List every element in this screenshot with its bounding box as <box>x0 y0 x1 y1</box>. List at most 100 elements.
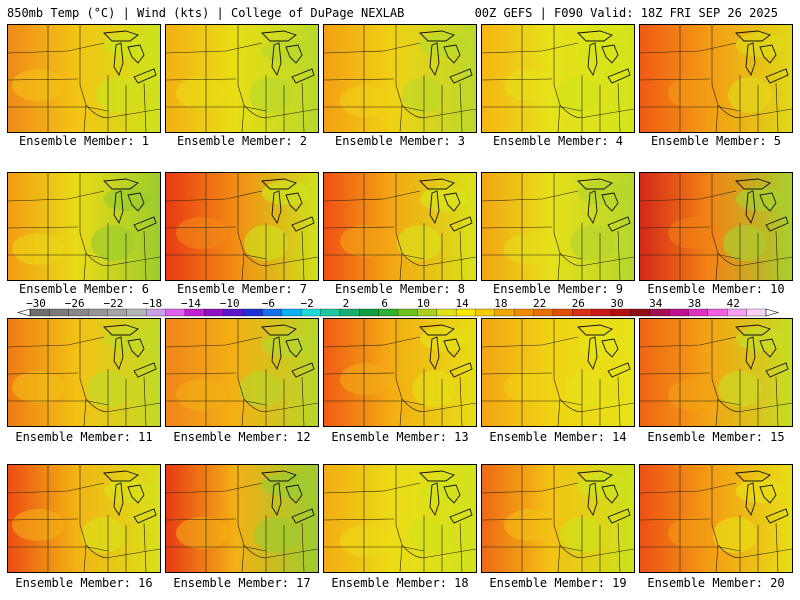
ensemble-caption: Ensemble Member: 4 <box>492 134 624 148</box>
colorbar-swatch <box>68 308 89 317</box>
ensemble-caption: Ensemble Member: 17 <box>173 576 311 590</box>
state-border <box>237 465 245 572</box>
state-border <box>166 42 263 54</box>
lake-outline <box>285 338 303 358</box>
lake-outline <box>127 44 145 64</box>
temperature-contour <box>340 363 392 395</box>
state-border <box>459 522 463 572</box>
colorbar-tick-label: −26 <box>64 297 85 310</box>
temperature-contour <box>736 479 784 503</box>
lake-outline <box>271 336 282 371</box>
temperature-contour <box>176 517 228 549</box>
map-svg <box>166 173 318 280</box>
colorbar-swatch <box>649 308 670 317</box>
colorbar-tick-label: −30 <box>26 297 46 310</box>
lake-outline <box>133 216 157 232</box>
state-border <box>617 376 621 426</box>
state-border <box>79 25 87 132</box>
ensemble-map-8 <box>323 172 477 281</box>
lake-outline <box>133 68 157 84</box>
map-svg <box>8 319 160 426</box>
lake-outline <box>449 362 473 378</box>
colorbar-swatch <box>727 308 748 317</box>
ensemble-caption: Ensemble Member: 14 <box>489 430 627 444</box>
colorbar-swatch <box>126 308 147 317</box>
colorbar-swatch <box>49 308 70 317</box>
lake-outline <box>449 68 473 84</box>
lake-outline <box>607 508 631 524</box>
lake-outline <box>113 336 124 371</box>
state-border <box>324 78 395 81</box>
colorbar-tick-label: 6 <box>381 297 388 310</box>
temperature-contour <box>96 77 140 113</box>
state-border <box>85 252 160 267</box>
temperature-contour <box>713 517 757 553</box>
lake-outline <box>601 338 619 358</box>
temperature-contour <box>504 233 556 265</box>
lake-outline <box>285 484 303 504</box>
ensemble-map-7 <box>165 172 319 281</box>
temperature-contour <box>668 379 720 411</box>
state-border <box>324 482 421 494</box>
colorbar-swatch <box>397 308 418 317</box>
state-border <box>640 336 737 348</box>
colorbar-swatch <box>242 308 263 317</box>
lake-outline <box>745 482 756 517</box>
state-border <box>324 190 421 202</box>
state-border <box>401 104 476 119</box>
state-border <box>553 173 561 280</box>
colorbar-tick-label: 38 <box>687 297 702 310</box>
temperature-contour <box>504 509 556 541</box>
state-border <box>143 230 147 280</box>
lake-outline <box>285 44 303 64</box>
lake-outline <box>271 482 282 517</box>
temperature-contour <box>420 327 468 351</box>
colorbar-swatch <box>514 308 535 317</box>
ensemble-caption: Ensemble Member: 12 <box>173 430 311 444</box>
temperature-contour <box>340 85 392 117</box>
lake-outline <box>113 190 124 225</box>
temperature-contour <box>12 509 64 541</box>
state-border <box>8 42 105 54</box>
colorbar-swatch <box>184 308 205 317</box>
lake-outline <box>291 508 315 524</box>
temperature-contour <box>176 217 228 249</box>
lake-outline <box>271 190 282 225</box>
temperature-contour <box>723 225 767 261</box>
temperature-contour <box>728 77 772 113</box>
ensemble-caption: Ensemble Member: 5 <box>650 134 782 148</box>
ensemble-map-14 <box>481 318 635 427</box>
lake-outline <box>261 470 297 482</box>
lake-outline <box>759 484 777 504</box>
colorbar-swatch <box>669 308 689 317</box>
lake-outline <box>607 362 631 378</box>
colorbar-tick-label: 30 <box>610 297 624 310</box>
temperature-contour <box>668 77 720 109</box>
lake-outline <box>443 484 461 504</box>
colorbar-tick-label: 22 <box>532 297 547 310</box>
state-border <box>459 230 463 280</box>
lake-outline <box>429 190 440 225</box>
lake-outline <box>443 192 461 212</box>
lake-outline <box>133 508 157 524</box>
state-border <box>640 190 737 202</box>
map-svg <box>640 25 792 132</box>
ensemble-caption: Ensemble Member: 15 <box>647 430 785 444</box>
temperature-contour <box>249 77 293 113</box>
state-border <box>482 42 579 54</box>
state-border <box>237 319 245 426</box>
lake-outline <box>577 324 613 336</box>
state-border <box>143 376 147 426</box>
state-border <box>401 544 476 559</box>
state-border <box>711 319 719 426</box>
temperature-contour <box>104 479 152 503</box>
colorbar-tick-label: 26 <box>571 297 585 310</box>
lake-outline <box>735 178 771 190</box>
lake-outline <box>291 362 315 378</box>
temperature-contour <box>578 39 626 63</box>
temperature-contour <box>420 479 468 503</box>
state-border <box>559 398 634 413</box>
colorbar-tick-label: 18 <box>494 297 508 310</box>
ensemble-caption: Ensemble Member: 16 <box>15 576 153 590</box>
state-border <box>717 544 792 559</box>
